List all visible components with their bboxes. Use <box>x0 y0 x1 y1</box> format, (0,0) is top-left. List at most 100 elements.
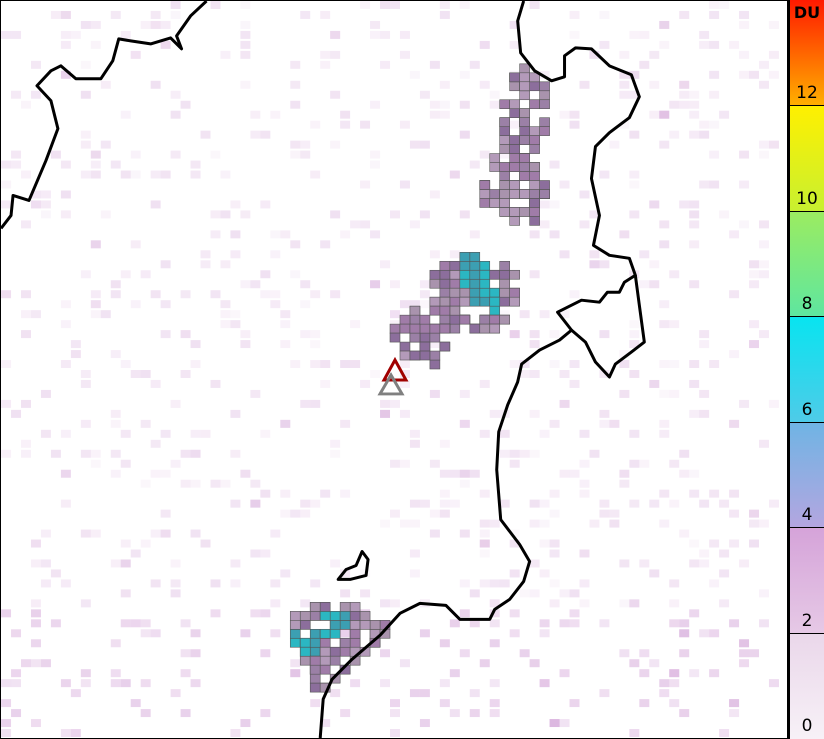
noise-cell <box>1 729 12 738</box>
noise-cell <box>80 130 91 139</box>
noise-cell <box>290 60 301 69</box>
noise-cell <box>759 519 769 528</box>
noise-cell <box>729 489 740 498</box>
noise-cell <box>150 529 161 538</box>
noise-cell <box>729 419 740 428</box>
noise-cell <box>360 220 371 229</box>
plume-cell <box>539 189 550 199</box>
noise-cell <box>579 190 590 199</box>
noise-cell <box>429 100 440 109</box>
noise-cell <box>509 120 520 129</box>
colorbar-tick <box>790 421 824 423</box>
volcano-previous-triangle-icon[interactable] <box>377 371 405 396</box>
noise-cell <box>669 499 680 508</box>
noise-cell <box>80 60 91 69</box>
noise-cell <box>21 100 31 109</box>
noise-cell <box>699 330 710 339</box>
noise-cell <box>240 280 251 289</box>
noise-cell <box>370 280 381 289</box>
noise-cell <box>719 599 730 608</box>
noise-cell <box>190 449 201 458</box>
plume-cell <box>409 305 421 316</box>
noise-cell <box>170 559 181 568</box>
noise-cell <box>11 160 22 169</box>
noise-cell <box>390 280 400 289</box>
noise-cell <box>559 180 570 189</box>
noise-cell <box>549 599 560 608</box>
noise-cell <box>130 240 141 249</box>
noise-cell <box>669 459 680 468</box>
noise-cell <box>669 669 680 678</box>
noise-cell <box>709 669 720 678</box>
noise-cell <box>370 20 381 29</box>
noise-cell <box>559 619 570 628</box>
noise-cell <box>110 559 121 568</box>
noise-cell <box>639 559 650 568</box>
plume-cell <box>509 72 520 83</box>
noise-cell <box>300 399 311 408</box>
noise-cell <box>599 369 610 378</box>
noise-cell <box>220 479 231 488</box>
noise-cell <box>310 120 321 129</box>
noise-cell <box>340 110 351 119</box>
noise-cell <box>768 140 779 149</box>
noise-cell <box>659 240 670 249</box>
noise-cell <box>230 250 241 259</box>
noise-cell <box>579 80 590 89</box>
noise-cell <box>569 379 580 388</box>
noise-cell <box>230 729 241 738</box>
noise-cell <box>1 719 12 728</box>
noise-cell <box>759 330 769 339</box>
plume-cell <box>529 189 540 199</box>
noise-cell <box>250 280 261 289</box>
plume-cell <box>319 602 331 612</box>
noise-cell <box>60 10 71 19</box>
noise-cell <box>21 449 31 458</box>
noise-cell <box>11 669 22 678</box>
noise-cell <box>529 659 540 668</box>
noise-cell <box>240 40 251 49</box>
noise-cell <box>240 1 251 9</box>
noise-cell <box>599 409 610 418</box>
noise-cell <box>150 579 161 588</box>
noise-cell <box>220 320 231 329</box>
map-view[interactable] <box>0 0 788 739</box>
noise-cell <box>479 539 490 548</box>
noise-cell <box>719 569 730 578</box>
noise-cell <box>240 80 251 89</box>
noise-cell <box>569 469 580 478</box>
noise-cell <box>21 220 31 229</box>
plume-cell <box>499 126 510 136</box>
noise-cell <box>180 369 191 378</box>
plume-cell <box>429 323 441 334</box>
noise-cell <box>459 130 470 139</box>
noise-cell <box>320 60 331 69</box>
noise-cell <box>569 120 580 129</box>
noise-cell <box>759 270 769 279</box>
noise-cell <box>539 429 550 438</box>
noise-cell <box>360 589 371 598</box>
noise-cell <box>220 50 231 59</box>
noise-cell <box>240 50 251 59</box>
noise-cell <box>260 429 271 438</box>
noise-cell <box>419 280 430 289</box>
noise-cell <box>659 140 670 149</box>
noise-cell <box>679 80 690 89</box>
noise-cell <box>709 539 720 548</box>
noise-cell <box>679 80 690 89</box>
noise-cell <box>759 80 769 89</box>
noise-cell <box>529 270 540 279</box>
plume-cell <box>299 646 311 657</box>
noise-cell <box>749 519 760 528</box>
noise-cell <box>509 609 520 618</box>
noise-cell <box>749 280 760 289</box>
noise-cell <box>399 300 410 309</box>
noise-cell <box>150 20 161 29</box>
plume-cell <box>409 350 421 361</box>
noise-cell <box>30 200 41 209</box>
noise-cell <box>439 10 450 19</box>
noise-cell <box>439 509 450 518</box>
noise-cell <box>729 509 740 518</box>
noise-cell <box>380 30 391 39</box>
noise-cell <box>659 110 670 119</box>
